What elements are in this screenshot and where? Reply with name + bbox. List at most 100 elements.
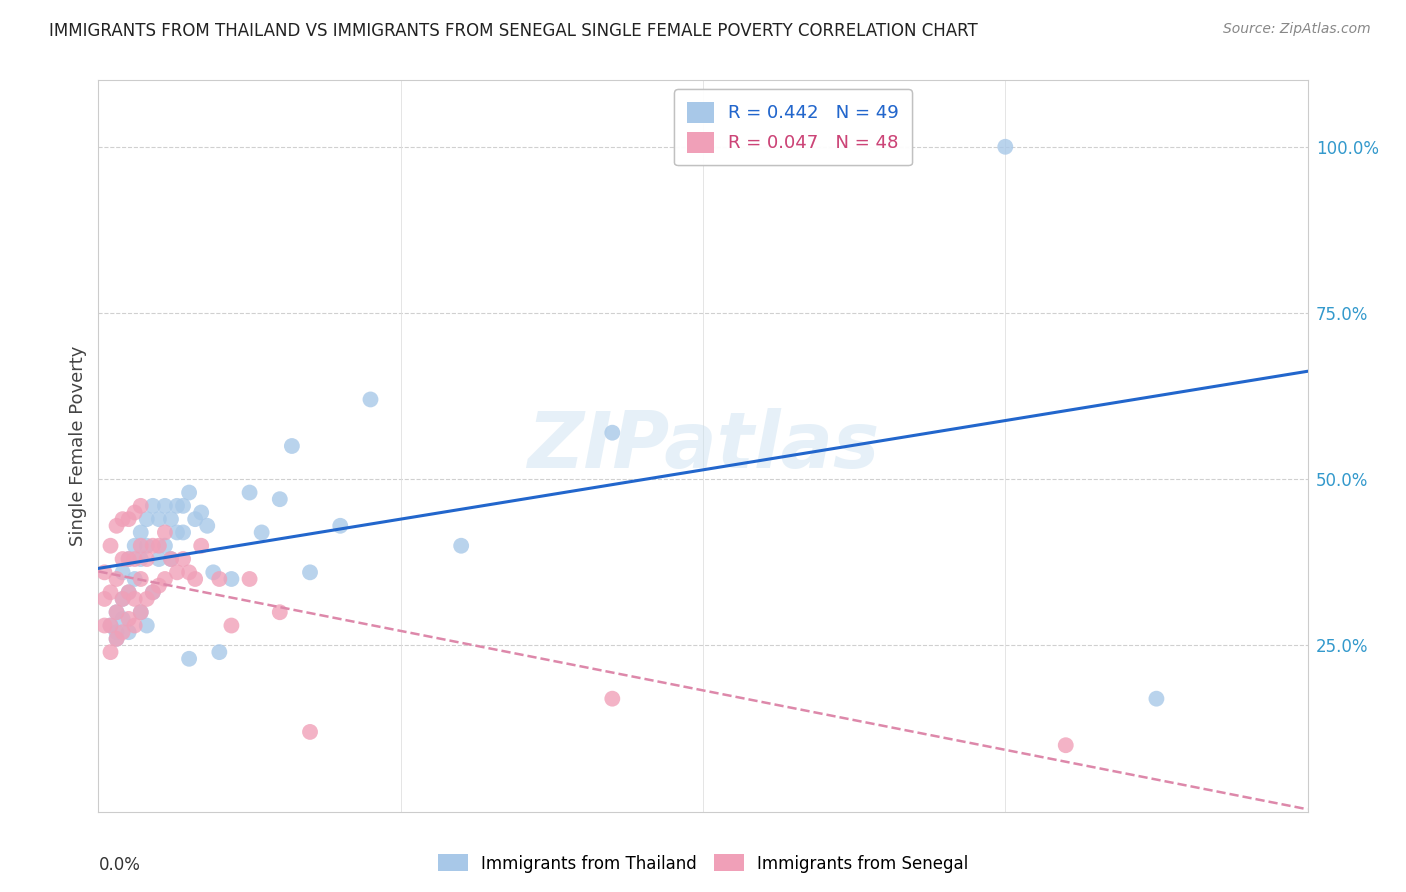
Point [994,140,1017,154]
Point [105,605,128,619]
Point [93,591,115,606]
Y-axis label: Single Female Poverty: Single Female Poverty [69,346,87,546]
Point [105,572,128,586]
Point [179,652,201,666]
Point [281,439,304,453]
Point [129,572,152,586]
Point [129,539,152,553]
Point [93,618,115,632]
Text: Source: ZipAtlas.com: Source: ZipAtlas.com [1223,22,1371,37]
Point [129,525,152,540]
Point [105,632,128,646]
Point [148,579,170,593]
Point [160,552,183,566]
Point [153,525,176,540]
Point [239,572,262,586]
Point [299,566,322,580]
Point [111,552,134,566]
Point [135,539,157,553]
Text: IMMIGRANTS FROM THAILAND VS IMMIGRANTS FROM SENEGAL SINGLE FEMALE POVERTY CORREL: IMMIGRANTS FROM THAILAND VS IMMIGRANTS F… [49,22,979,40]
Point [111,625,134,640]
Point [124,572,146,586]
Point [142,585,165,599]
Point [118,552,141,566]
Point [179,485,201,500]
Point [329,518,352,533]
Point [208,572,231,586]
Point [135,618,157,632]
Point [221,618,243,632]
Point [93,566,115,580]
Point [118,512,141,526]
Point [118,612,141,626]
Text: 0.0%: 0.0% [98,855,141,873]
Point [195,518,218,533]
Point [118,585,141,599]
Point [118,585,141,599]
Point [129,605,152,619]
Point [100,645,122,659]
Point [105,632,128,646]
Legend: R = 0.442   N = 49, R = 0.047   N = 48: R = 0.442 N = 49, R = 0.047 N = 48 [673,89,911,165]
Point [142,539,165,553]
Point [100,585,122,599]
Point [166,525,188,540]
Point [250,525,273,540]
Point [153,539,176,553]
Point [124,618,146,632]
Point [202,566,225,580]
Point [124,539,146,553]
Point [166,499,188,513]
Point [1144,691,1167,706]
Point [602,425,624,440]
Point [124,506,146,520]
Point [135,512,157,526]
Point [179,566,201,580]
Point [135,591,157,606]
Point [269,492,291,507]
Point [172,552,194,566]
Point [100,618,122,632]
Point [360,392,382,407]
Point [221,572,243,586]
Point [160,512,183,526]
Point [190,539,212,553]
Point [172,499,194,513]
Point [105,605,128,619]
Legend: Immigrants from Thailand, Immigrants from Senegal: Immigrants from Thailand, Immigrants fro… [432,847,974,880]
Point [172,525,194,540]
Point [208,645,231,659]
Point [105,518,128,533]
Point [100,618,122,632]
Point [299,725,322,739]
Point [105,625,128,640]
Point [184,512,207,526]
Point [118,552,141,566]
Point [124,552,146,566]
Point [148,512,170,526]
Point [153,499,176,513]
Point [118,625,141,640]
Point [148,552,170,566]
Text: ZIPatlas: ZIPatlas [527,408,879,484]
Point [450,539,472,553]
Point [111,591,134,606]
Point [190,506,212,520]
Point [124,591,146,606]
Point [129,499,152,513]
Point [111,591,134,606]
Point [160,552,183,566]
Point [166,566,188,580]
Point [184,572,207,586]
Point [1054,738,1077,752]
Point [602,691,624,706]
Point [142,499,165,513]
Point [135,552,157,566]
Point [129,605,152,619]
Point [148,539,170,553]
Point [269,605,291,619]
Point [153,572,176,586]
Point [111,512,134,526]
Point [111,612,134,626]
Point [239,485,262,500]
